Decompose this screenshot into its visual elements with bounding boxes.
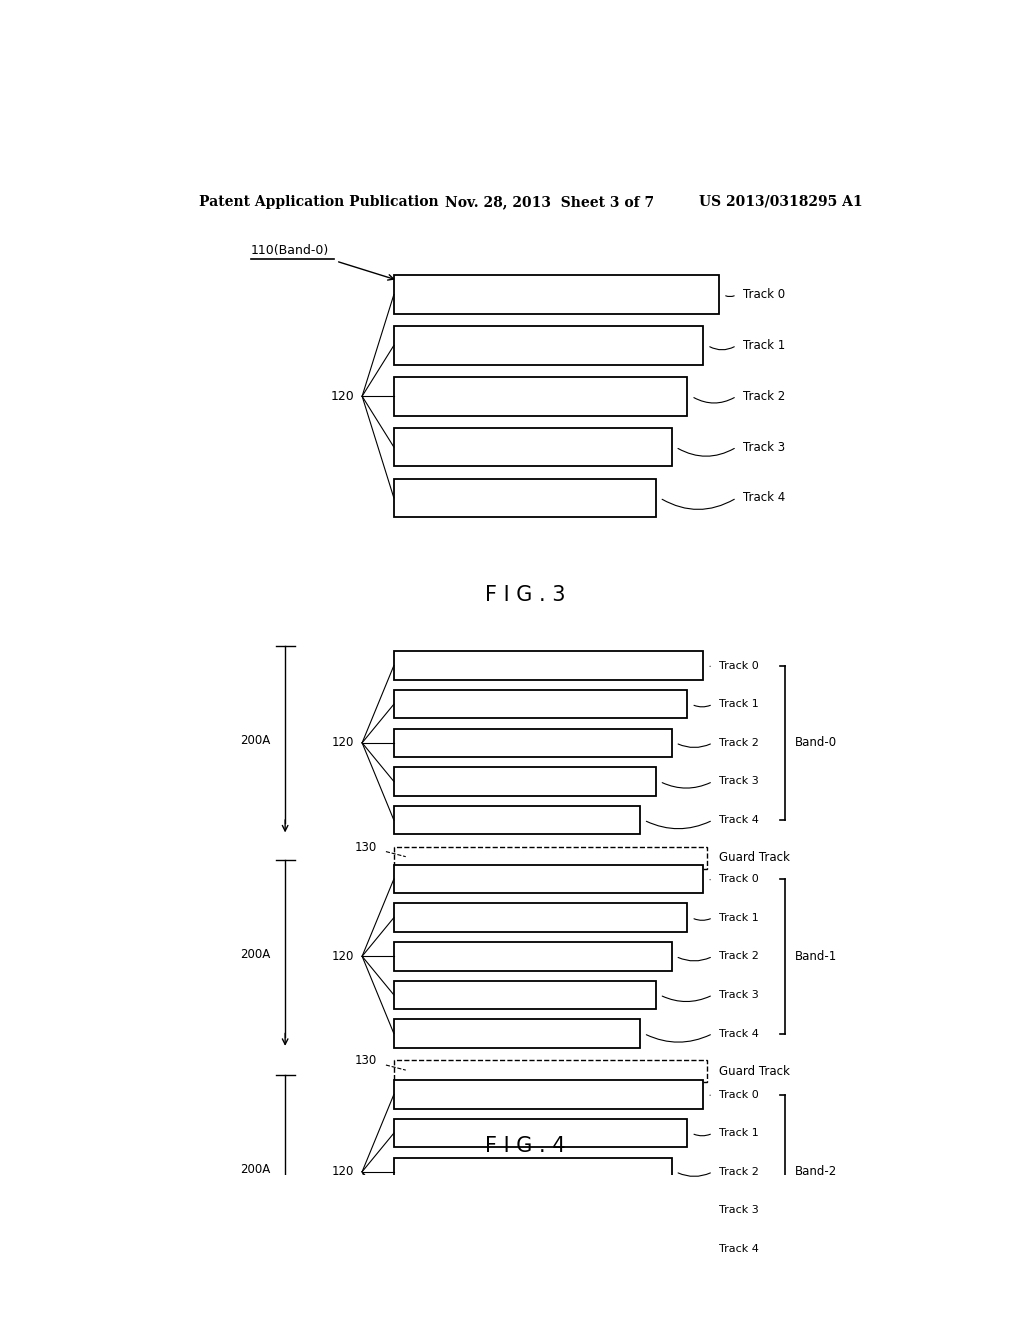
Text: Track 4: Track 4: [719, 1028, 759, 1039]
FancyBboxPatch shape: [394, 651, 703, 680]
Text: Track 1: Track 1: [719, 700, 759, 709]
FancyBboxPatch shape: [394, 276, 719, 314]
FancyBboxPatch shape: [394, 1119, 687, 1147]
Text: Track 2: Track 2: [719, 952, 759, 961]
FancyBboxPatch shape: [394, 865, 703, 894]
Text: Track 0: Track 0: [719, 660, 759, 671]
FancyBboxPatch shape: [394, 1158, 672, 1185]
Text: Track 4: Track 4: [719, 1243, 759, 1254]
Text: 110(Band-0): 110(Band-0): [251, 244, 330, 257]
Text: F I G . 3: F I G . 3: [484, 586, 565, 606]
Text: US 2013/0318295 A1: US 2013/0318295 A1: [699, 195, 863, 209]
Text: Guard Track: Guard Track: [719, 851, 791, 865]
Text: Track 0: Track 0: [719, 1089, 759, 1100]
FancyBboxPatch shape: [394, 690, 687, 718]
Text: Band-1: Band-1: [795, 950, 837, 962]
Text: Band-0: Band-0: [795, 737, 837, 750]
FancyBboxPatch shape: [394, 1234, 640, 1263]
Text: 120: 120: [332, 737, 354, 750]
Text: 120: 120: [331, 389, 354, 403]
FancyBboxPatch shape: [394, 942, 672, 970]
FancyBboxPatch shape: [394, 1196, 655, 1225]
Text: Track 3: Track 3: [719, 990, 759, 999]
Text: 200A: 200A: [241, 948, 270, 961]
Text: Track 4: Track 4: [719, 814, 759, 825]
FancyBboxPatch shape: [394, 428, 672, 466]
FancyBboxPatch shape: [394, 1080, 703, 1109]
Text: Track 1: Track 1: [719, 1129, 759, 1138]
Text: Track 3: Track 3: [743, 441, 785, 454]
FancyBboxPatch shape: [394, 981, 655, 1008]
FancyBboxPatch shape: [394, 1060, 708, 1082]
Text: F I G . 4: F I G . 4: [484, 1137, 565, 1156]
Text: 200A: 200A: [241, 734, 270, 747]
Text: Track 4: Track 4: [743, 491, 785, 504]
Text: 130: 130: [354, 841, 377, 854]
Text: Track 2: Track 2: [719, 1167, 759, 1176]
Text: 120: 120: [332, 1166, 354, 1179]
Text: Track 3: Track 3: [719, 776, 759, 787]
Text: Track 0: Track 0: [719, 874, 759, 884]
FancyBboxPatch shape: [394, 767, 655, 796]
Text: Track 1: Track 1: [743, 339, 785, 352]
Text: Guard Track: Guard Track: [719, 1065, 791, 1077]
Text: Track 1: Track 1: [719, 912, 759, 923]
Text: Track 0: Track 0: [743, 288, 785, 301]
FancyBboxPatch shape: [394, 903, 687, 932]
FancyBboxPatch shape: [394, 1019, 640, 1048]
FancyBboxPatch shape: [394, 729, 672, 758]
FancyBboxPatch shape: [394, 326, 703, 364]
Text: Track 2: Track 2: [719, 738, 759, 748]
Text: Band-2: Band-2: [795, 1166, 837, 1179]
Text: Nov. 28, 2013  Sheet 3 of 7: Nov. 28, 2013 Sheet 3 of 7: [445, 195, 654, 209]
Text: 200A: 200A: [241, 1163, 270, 1176]
Text: Track 3: Track 3: [719, 1205, 759, 1216]
FancyBboxPatch shape: [394, 378, 687, 416]
FancyBboxPatch shape: [394, 805, 640, 834]
FancyBboxPatch shape: [394, 479, 655, 517]
FancyBboxPatch shape: [394, 846, 708, 869]
Text: Track 2: Track 2: [743, 389, 785, 403]
Text: 120: 120: [332, 950, 354, 962]
Text: 130: 130: [354, 1055, 377, 1068]
Text: Patent Application Publication: Patent Application Publication: [200, 195, 439, 209]
